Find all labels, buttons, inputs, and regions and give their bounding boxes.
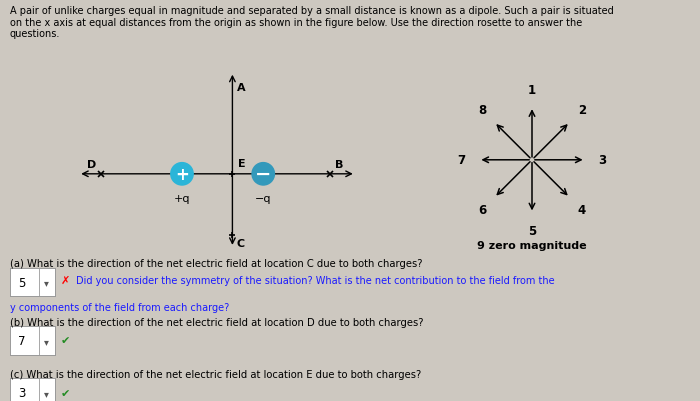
Text: ✔: ✔ bbox=[61, 388, 70, 397]
Text: +q: +q bbox=[174, 194, 190, 204]
Text: 5: 5 bbox=[18, 276, 25, 289]
Circle shape bbox=[252, 163, 274, 186]
Text: ✗: ✗ bbox=[61, 275, 70, 285]
Text: +: + bbox=[175, 165, 189, 183]
Text: 3: 3 bbox=[598, 154, 607, 167]
Text: A pair of unlike charges equal in magnitude and separated by a small distance is: A pair of unlike charges equal in magnit… bbox=[10, 6, 613, 39]
Circle shape bbox=[171, 163, 193, 186]
Text: 3: 3 bbox=[18, 386, 25, 399]
Text: 4: 4 bbox=[578, 204, 586, 217]
Text: 7: 7 bbox=[457, 154, 466, 167]
Text: −: − bbox=[255, 165, 272, 184]
Text: (b) What is the direction of the net electric field at location D due to both ch: (b) What is the direction of the net ele… bbox=[10, 317, 424, 327]
Text: −q: −q bbox=[255, 194, 272, 204]
Text: (c) What is the direction of the net electric field at location E due to both ch: (c) What is the direction of the net ele… bbox=[10, 369, 421, 379]
Text: 1: 1 bbox=[528, 83, 536, 97]
Text: 6: 6 bbox=[478, 204, 486, 217]
Text: E: E bbox=[238, 159, 246, 169]
Text: 9 zero magnitude: 9 zero magnitude bbox=[477, 240, 587, 250]
Text: 7: 7 bbox=[18, 334, 25, 347]
Text: A: A bbox=[237, 83, 246, 93]
Text: ▾: ▾ bbox=[44, 388, 48, 398]
Text: 5: 5 bbox=[528, 224, 536, 237]
Text: ✔: ✔ bbox=[61, 336, 70, 345]
Text: ▾: ▾ bbox=[44, 278, 48, 288]
Text: C: C bbox=[237, 239, 244, 249]
Text: Did you consider the symmetry of the situation? What is the net contribution to : Did you consider the symmetry of the sit… bbox=[76, 275, 555, 285]
Text: y components of the field from each charge?: y components of the field from each char… bbox=[10, 302, 229, 312]
Text: ▾: ▾ bbox=[44, 336, 48, 346]
Text: B: B bbox=[335, 160, 343, 170]
Text: 2: 2 bbox=[578, 104, 586, 117]
Text: (a) What is the direction of the net electric field at location C due to both ch: (a) What is the direction of the net ele… bbox=[10, 259, 422, 269]
Text: D: D bbox=[87, 160, 96, 170]
Text: 8: 8 bbox=[478, 104, 486, 117]
